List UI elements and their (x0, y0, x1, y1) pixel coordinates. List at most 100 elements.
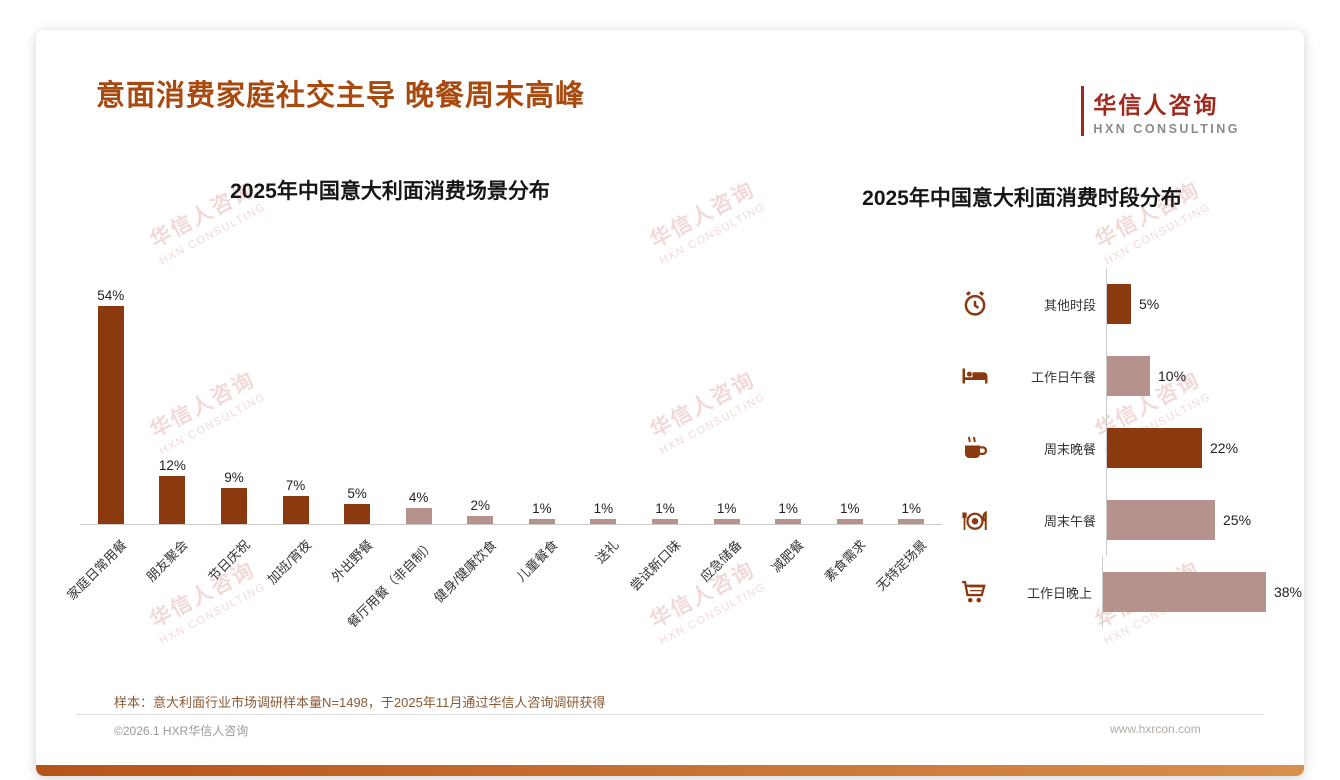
category-label: 工作日晚上 (1026, 585, 1092, 601)
category-label: 周末晚餐 (1043, 441, 1096, 457)
x-axis-label: 外出野餐 (328, 537, 376, 585)
bar (344, 504, 371, 524)
bar-value-label: 25% (1223, 512, 1252, 528)
vbar-column: 12% (142, 280, 204, 524)
bar-value-label: 1% (655, 501, 675, 516)
bar-value-label: 1% (593, 501, 614, 516)
left-chart-title: 2025年中国意大利面消费场景分布 (230, 180, 550, 203)
x-axis-label: 健身/健康饮食 (430, 537, 499, 606)
bar (1107, 356, 1150, 396)
bar-value-label: 38% (1273, 584, 1302, 600)
scenario-x-axis-labels: 家庭日常用餐 朋友聚会 节日庆祝 加班/宵夜 外出野餐 餐厅用餐（非自制） 健身/健康饮食儿… (64, 527, 942, 652)
plate-cutlery-icon (952, 505, 998, 535)
x-axis-label: 应急储备 (697, 537, 746, 585)
x-axis-label: 节日庆祝 (205, 537, 253, 585)
logo-text: 华信人咨询 HXN CONSULTING (1093, 86, 1240, 136)
bar (898, 519, 925, 524)
bar (405, 508, 432, 524)
bar-zone: 10% (1106, 340, 1302, 412)
timeslot-bar-chart: 其他时段 5% 工作日午餐 10% 周末晚餐 22% 周末午餐 25% 工作日晚上 38% (952, 268, 1302, 628)
bar-value-label: 54% (97, 288, 125, 303)
vbar-column: 5% (326, 280, 388, 524)
alarm-clock-icon (952, 289, 998, 319)
vbar-column: 1% (819, 280, 881, 524)
bar-value-label: 2% (470, 498, 491, 513)
scenario-bar-chart: 54% 12% 9% 7% 5% 4% 2% 1% 1% 1% 1% 1% 1% 1% (80, 280, 942, 525)
x-axis-label: 无特定场景 (873, 537, 930, 594)
report-slide: 华信人咨询 HXN CONSULTING 华信人咨询 HXN CONSULTING 华信… (36, 30, 1304, 776)
bar-value-label: 1% (839, 501, 860, 516)
bar (713, 519, 740, 524)
sample-footnote: 样本：意大利面行业市场调研样本量N=1498，于2025年11月通过华信人咨询调… (114, 695, 606, 710)
vbar-column: 2% (449, 280, 511, 524)
category-label: 周末午餐 (1043, 513, 1096, 529)
bar-zone: 38% (1101, 556, 1302, 628)
right-chart-title: 2025年中国意大利面消费时段分布 (862, 187, 1182, 210)
hbar-row: 其他时段 5% (952, 268, 1302, 340)
bar (159, 476, 186, 524)
bar (1107, 428, 1202, 468)
vbar-column: 1% (881, 280, 943, 524)
vbar-column: 1% (511, 280, 573, 524)
footer-website: www.hxrcon.com (1110, 722, 1201, 736)
bar (97, 306, 124, 524)
bar (1102, 572, 1266, 612)
coffee-cup-icon (952, 433, 998, 463)
bar-value-label: 22% (1210, 440, 1239, 456)
bar (1107, 284, 1131, 324)
bar-zone: 22% (1106, 412, 1302, 484)
x-axis-label: 加班/宵夜 (264, 537, 315, 588)
shopping-cart-icon (952, 577, 997, 607)
vbar-column: 1% (573, 280, 635, 524)
logo-mark (1081, 86, 1085, 136)
x-axis-label: 减肥餐 (768, 537, 807, 576)
bar-zone: 5% (1106, 268, 1302, 340)
bar (775, 519, 802, 524)
vbar-column: 9% (203, 280, 265, 524)
company-logo: 华信人咨询 HXN CONSULTING (1081, 86, 1240, 136)
bar (282, 496, 309, 524)
bar-value-label: 1% (532, 501, 552, 516)
x-axis-label: 素食需求 (820, 537, 869, 585)
bar (528, 519, 555, 524)
category-label: 其他时段 (1043, 297, 1096, 313)
bar-value-label: 1% (716, 501, 737, 516)
logo-name: 华信人咨询 (1093, 92, 1219, 118)
vbar-column: 1% (696, 280, 758, 524)
hbar-row: 周末午餐 25% (952, 484, 1302, 556)
bar (220, 488, 247, 524)
bar (590, 519, 617, 524)
hbar-row: 周末晚餐 22% (952, 412, 1302, 484)
bar-value-label: 7% (285, 478, 306, 493)
bar-value-label: 9% (224, 470, 244, 485)
category-label: 工作日午餐 (1030, 369, 1096, 385)
vbar-column: 54% (80, 280, 142, 524)
x-axis-label: 送礼 (593, 537, 623, 567)
x-axis-label: 尝试新口味 (627, 537, 684, 594)
x-axis-label: 朋友聚会 (143, 537, 192, 585)
logo-subtitle: HXN CONSULTING (1093, 122, 1240, 136)
bar-value-label: 1% (778, 501, 798, 516)
bar-value-label: 5% (1139, 296, 1160, 312)
vbar-column: 1% (634, 280, 696, 524)
vbar-column: 4% (388, 280, 450, 524)
footer-divider (76, 714, 1264, 715)
page-title: 意面消费家庭社交主导 晚餐周末高峰 (96, 80, 586, 112)
bar (836, 519, 863, 524)
bar-value-label: 12% (158, 458, 186, 473)
bar-zone: 25% (1106, 484, 1302, 556)
bar (467, 516, 494, 524)
bar-value-label: 10% (1158, 368, 1187, 384)
bed-icon (952, 361, 998, 391)
vbar-column: 7% (265, 280, 327, 524)
bar-value-label: 1% (901, 501, 922, 516)
bar-value-label: 4% (408, 490, 429, 505)
hbar-row: 工作日午餐 10% (952, 340, 1302, 412)
bar-value-label: 5% (347, 486, 367, 501)
x-axis-label: 家庭日常用餐 (63, 537, 130, 603)
vbar-column: 1% (757, 280, 819, 524)
hbar-row: 工作日晚上 38% (952, 556, 1302, 628)
bar (1107, 500, 1215, 540)
footer-copyright: ©2026.1 HXR华信人咨询 (114, 724, 249, 738)
bar (651, 519, 678, 524)
